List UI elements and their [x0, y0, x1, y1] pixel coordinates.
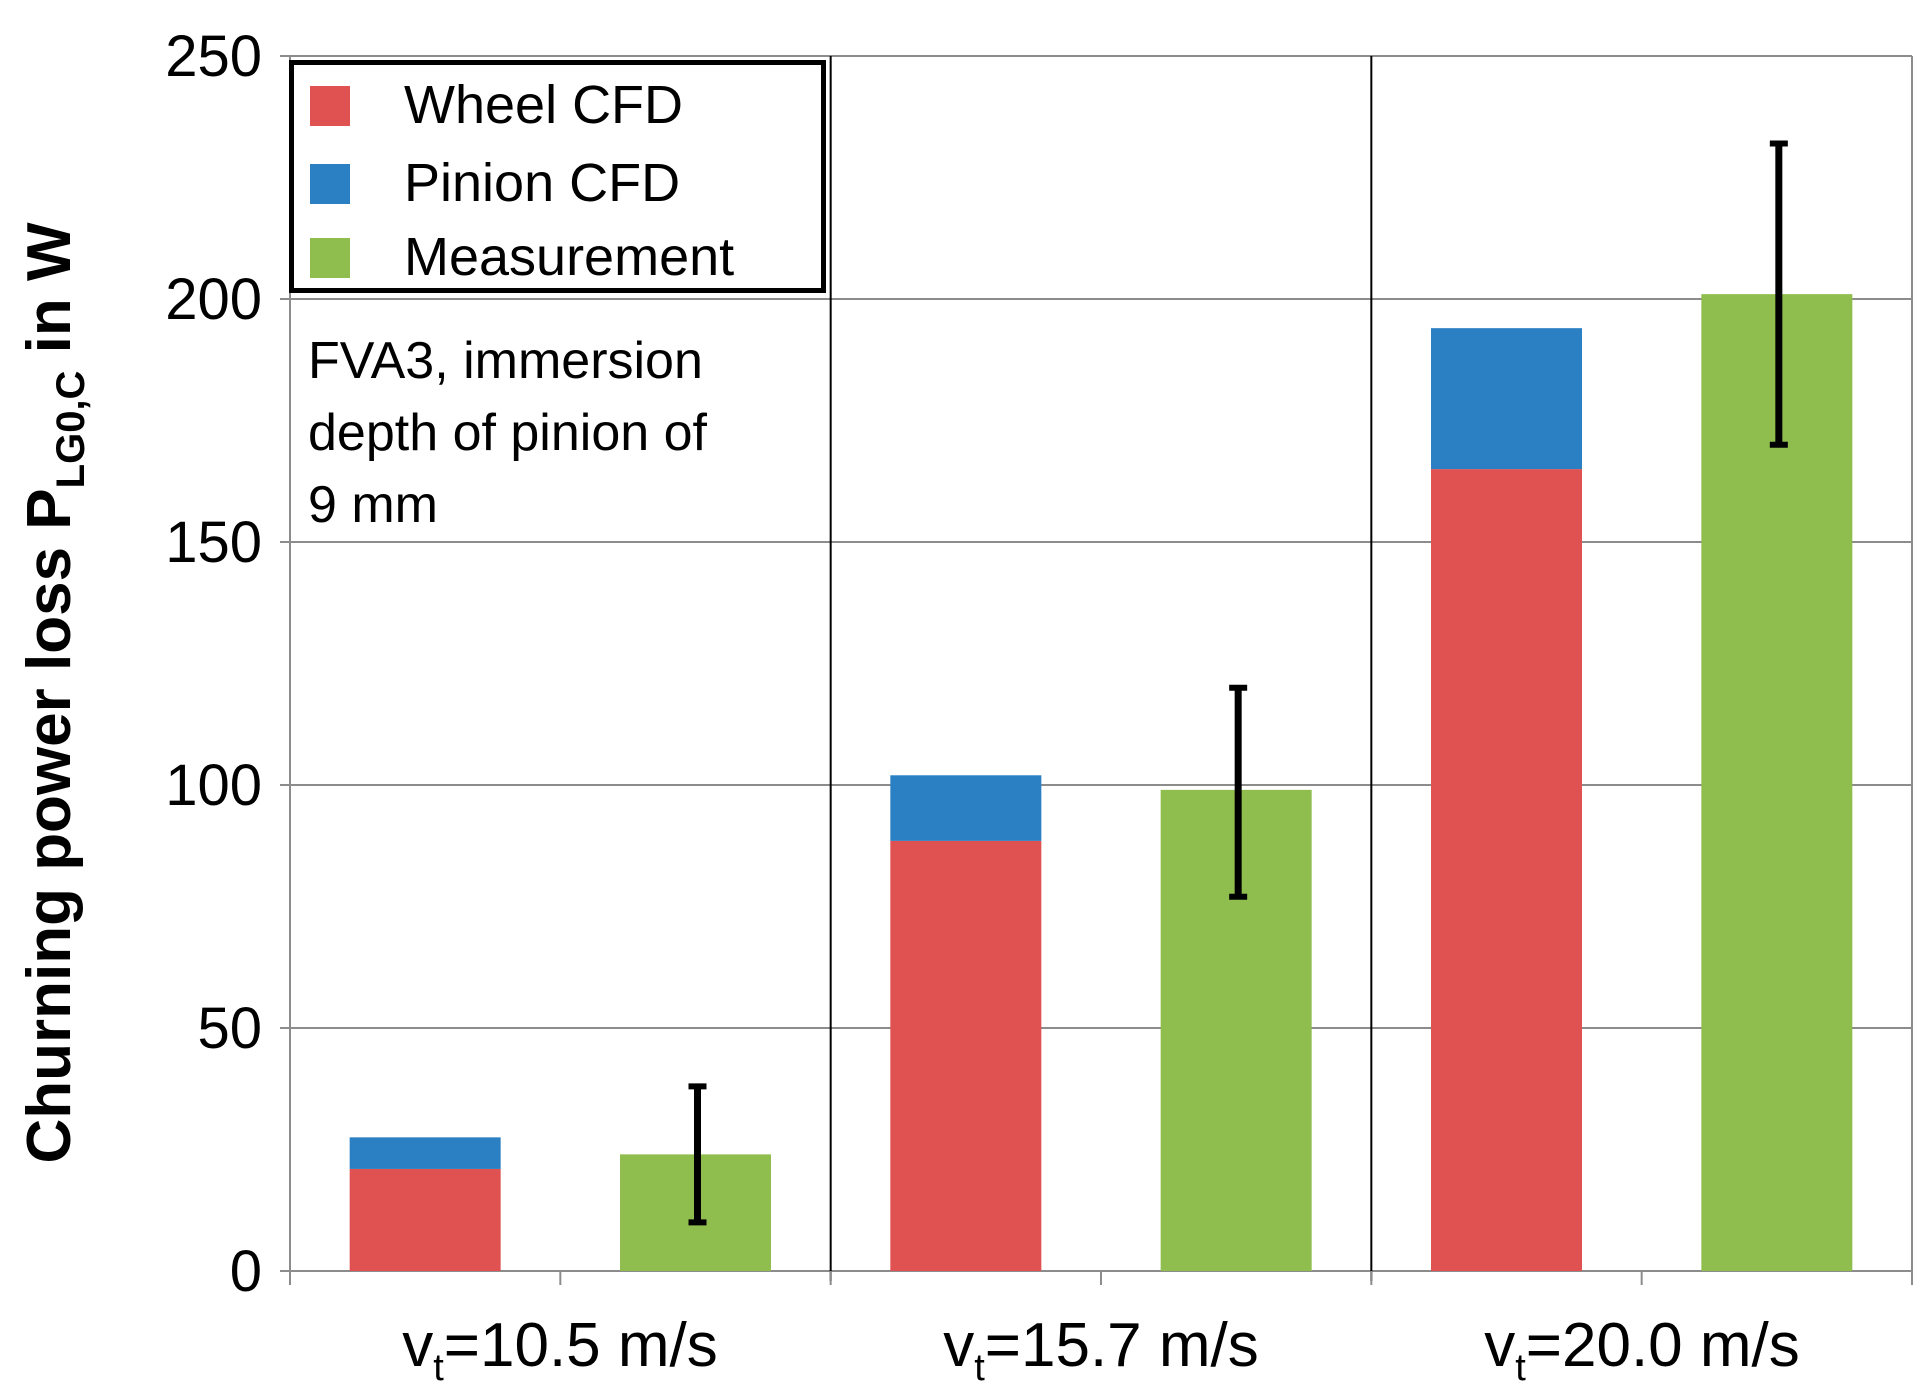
legend-swatch-measurement	[310, 238, 350, 278]
bar-pinion-cfd	[890, 775, 1042, 841]
bar-wheel-cfd	[349, 1168, 501, 1271]
bar-wheel-cfd	[890, 840, 1042, 1271]
y-tick-label: 250	[165, 24, 262, 89]
chart-annotation: FVA3, immersion depth of pinion of 9 mm	[308, 332, 707, 534]
y-tick-label: 200	[165, 267, 262, 332]
y-axis-label-main: Churning power loss P	[15, 488, 84, 1164]
legend-item-pinion-cfd: Pinion CFD	[294, 153, 821, 213]
x-tick-label: vt=20.0 m/s	[1484, 1311, 1800, 1389]
bar-pinion-cfd	[349, 1137, 501, 1169]
y-tick-label: 0	[230, 1239, 262, 1304]
x-tick-label: vt=10.5 m/s	[402, 1311, 718, 1389]
legend-label-measurement: Measurement	[404, 227, 735, 287]
y-axis-label: Churning power loss PLG0,C in W	[14, 222, 94, 1163]
y-tick-label: 100	[165, 753, 262, 818]
bar-pinion-cfd	[1431, 328, 1582, 470]
legend-label-wheel-cfd: Wheel CFD	[404, 75, 684, 135]
legend-item-measurement: Measurement	[294, 227, 821, 287]
y-tick-label: 50	[197, 996, 262, 1061]
legend: Wheel CFD Pinion CFD Measurement	[289, 60, 826, 293]
bar-measurement	[1701, 294, 1853, 1271]
y-tick-label: 150	[165, 510, 262, 575]
y-axis-label-unit: in W	[15, 222, 84, 371]
legend-label-pinion-cfd: Pinion CFD	[404, 153, 681, 213]
y-axis-label-subscript: LG0,C	[49, 370, 93, 489]
legend-item-wheel-cfd: Wheel CFD	[294, 75, 821, 135]
x-tick-label: vt=15.7 m/s	[943, 1311, 1259, 1389]
legend-swatch-wheel-cfd	[310, 86, 350, 126]
bar-wheel-cfd	[1431, 469, 1582, 1272]
legend-swatch-pinion-cfd	[310, 164, 350, 204]
